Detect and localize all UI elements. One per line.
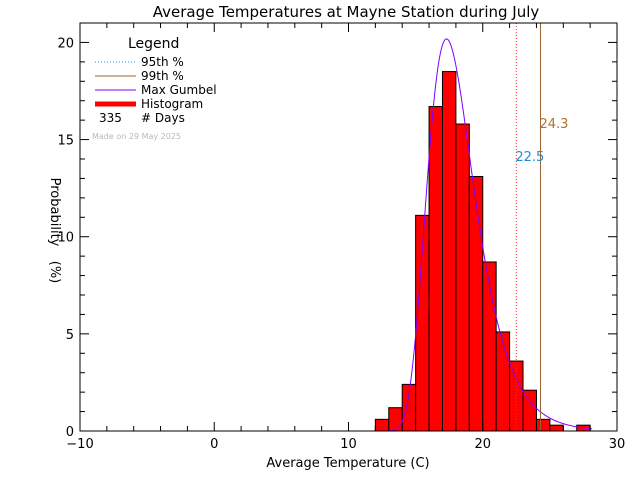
legend-99-label: 99th % (141, 69, 184, 83)
histogram-bar-13 (388, 407, 403, 432)
legend-histogram-label: Histogram (141, 97, 203, 111)
percentile-95-label: 22.5 (515, 150, 544, 165)
creation-note: Made on 29 May 2025 (92, 132, 181, 141)
x-tick-label: 10 (340, 437, 357, 452)
legend: Legend 95th % 99th % Max Gumbel Histogra… (92, 36, 217, 141)
legend-95-label: 95th % (141, 55, 184, 69)
y-axis-label: Probability (47, 178, 62, 247)
histogram-bar-21 (495, 331, 511, 432)
y-tick-label: 20 (57, 36, 74, 51)
histogram-bar-24 (535, 418, 551, 432)
chart-title: Average Temperatures at Mayne Station du… (153, 3, 540, 21)
histogram-bar-19 (468, 175, 484, 432)
histogram-bar-16 (428, 106, 443, 432)
y-tick-label: 0 (66, 425, 74, 440)
x-tick-label: 20 (474, 437, 491, 452)
y-tick-label: 10 (57, 231, 74, 246)
histogram-bars (374, 71, 591, 432)
gumbel-curve-layer (383, 38, 593, 432)
percentile-lines: 22.5 24.3 (515, 23, 568, 431)
x-axis-label: Average Temperature (C) (266, 456, 429, 471)
legend-title: Legend (128, 36, 179, 52)
x-tick-label: 30 (609, 437, 626, 452)
gumbel-fit-curve (383, 38, 593, 432)
x-tick-label: 0 (210, 437, 218, 452)
histogram-bar-17 (441, 71, 457, 432)
y-tick-label: 15 (57, 134, 74, 149)
legend-days-label: # Days (141, 111, 185, 125)
histogram-bar-18 (455, 123, 470, 432)
x-tick-label: −10 (66, 437, 93, 452)
percentile-99-label: 24.3 (539, 117, 568, 132)
histogram-bar-25 (549, 424, 564, 432)
y-tick-label: 5 (66, 328, 74, 343)
legend-days-count: 335 (99, 111, 122, 125)
histogram-bar-12 (374, 418, 390, 432)
legend-gumbel-label: Max Gumbel (141, 83, 217, 97)
y-axis-unit: (%) (47, 261, 62, 284)
histogram-bar-23 (522, 389, 537, 432)
